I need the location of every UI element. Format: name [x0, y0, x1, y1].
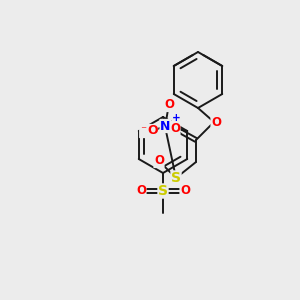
Text: S: S — [171, 171, 181, 185]
Text: O: O — [136, 184, 146, 197]
Text: S: S — [158, 184, 168, 198]
Text: N: N — [160, 119, 170, 133]
Text: O: O — [180, 184, 190, 197]
Text: O: O — [211, 116, 221, 128]
Text: +: + — [172, 113, 181, 123]
Text: O: O — [147, 124, 158, 137]
Text: O: O — [164, 98, 174, 112]
Text: ⁻: ⁻ — [140, 124, 147, 137]
Text: O: O — [154, 154, 164, 167]
Text: O: O — [170, 122, 180, 134]
